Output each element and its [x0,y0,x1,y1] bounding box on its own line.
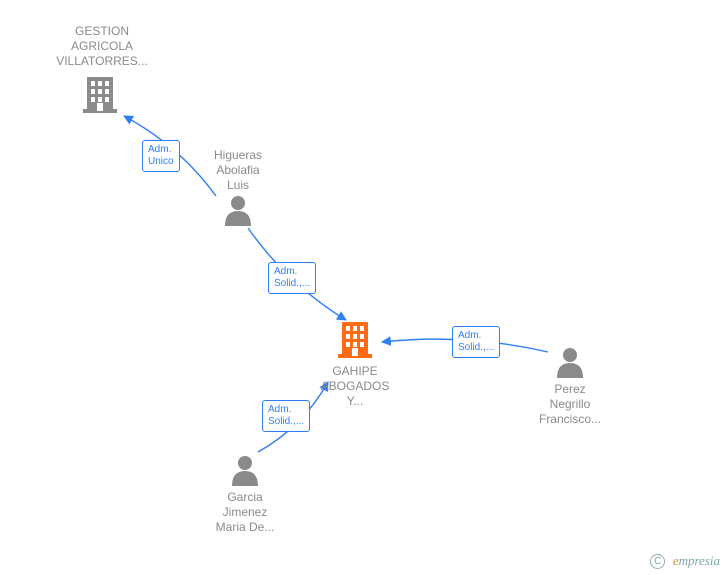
edge-label: Adm. Solid.,... [262,400,310,432]
person-icon [232,456,258,486]
building-icon [83,77,117,113]
node-label: Perez Negrillo Francisco... [520,382,620,427]
edge-label: Adm. Solid.,... [268,262,316,294]
edge-label: Adm. Unico [142,140,180,172]
person-icon [557,348,583,378]
copyright-symbol: C [650,554,665,569]
edge-label: Adm. Solid.,... [452,326,500,358]
node-label: GAHIPE ABOGADOS Y... [305,364,405,409]
node-label: GESTION AGRICOLA VILLATORRES... [52,24,152,69]
footer-attribution: C empresia [650,553,720,569]
brand-name: empresia [673,553,720,568]
node-label: Garcia Jimenez Maria De... [195,490,295,535]
node-label: Higueras Abolafia Luis [188,148,288,193]
person-icon [225,196,251,226]
network-diagram [0,0,728,575]
building-icon [338,322,372,358]
